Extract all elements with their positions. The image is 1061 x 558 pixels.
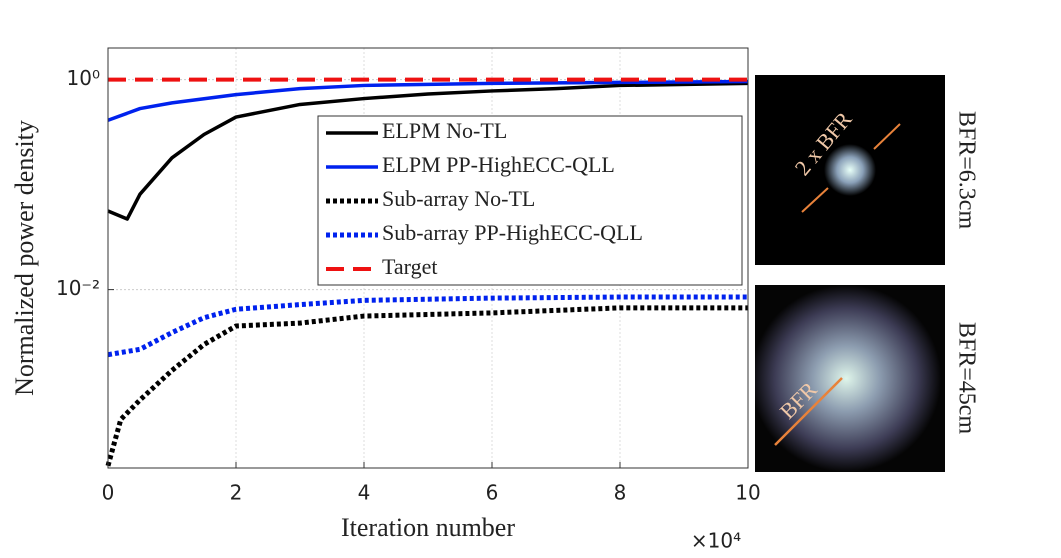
x-tick-label: 2 (230, 481, 243, 505)
series-line (107, 79, 749, 122)
arrow (873, 123, 901, 150)
x-tick-label: 8 (614, 481, 627, 505)
legend-label: ELPM No-TL (382, 118, 507, 143)
legend-box (317, 115, 743, 286)
beam-spot (824, 144, 876, 196)
legend-label: Target (382, 254, 437, 279)
arrow (801, 187, 829, 213)
x-tick-label: 10 (735, 481, 760, 505)
series-line (105, 305, 748, 467)
y-axis-label: Normalized power density (10, 120, 39, 396)
x-tick-label: 6 (486, 481, 499, 505)
panel-label: BFR=45cm (953, 322, 979, 435)
arrow (774, 377, 843, 446)
side-panel: 2 x BFR BFR=6.3cm (755, 75, 980, 265)
axes-frame (107, 47, 749, 469)
x-tick-label: 0 (102, 481, 115, 505)
plot: 0 2 4 6 8 10 10⁻² 10⁰ ELPM No-TL ELPM PP-HighECC-… (56, 47, 761, 505)
series-line (107, 294, 748, 358)
side-panel: BFR BFR=45cm (755, 285, 980, 472)
legend-label: Sub-array No-TL (382, 186, 535, 211)
x-tick-label: 4 (358, 481, 371, 505)
beam-image (755, 285, 945, 472)
panel-label: BFR=6.3cm (953, 111, 979, 230)
y-tick-label: 10⁻² (56, 276, 100, 300)
series-line (107, 81, 749, 221)
y-tick-label: 10⁰ (67, 66, 100, 90)
legend-label: ELPM PP-HighECC-QLL (382, 152, 615, 177)
x-multiplier: ×10⁴ (691, 529, 741, 553)
legend-label: Sub-array PP-HighECC-QLL (382, 220, 643, 245)
x-axis-label: Iteration number (341, 513, 515, 542)
